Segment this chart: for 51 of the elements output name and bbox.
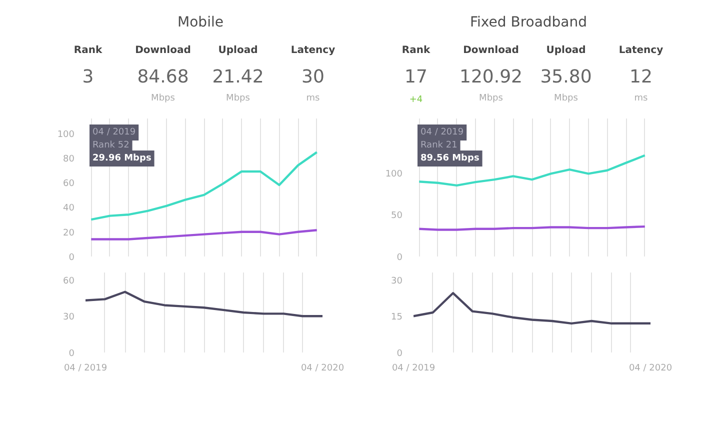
text: ms: [306, 94, 320, 104]
text: +4: [409, 95, 423, 105]
x-tick-label: 04 / 2019: [392, 364, 436, 374]
text: ms: [634, 94, 648, 104]
data-label: 17: [404, 66, 428, 88]
y-tick-label: 60: [63, 276, 75, 286]
category-label: Latency: [618, 45, 664, 56]
y-tick-label: 15: [391, 312, 402, 323]
text: Mbps: [479, 94, 503, 104]
y-tick-label: 100: [385, 169, 403, 180]
line-series: [86, 290, 322, 318]
line-series: [90, 229, 318, 240]
data-label: 3: [82, 66, 94, 88]
category-label: Rank: [74, 45, 102, 56]
text: Mbps: [554, 94, 578, 104]
line-series: [414, 292, 650, 325]
y-tick-label: 40: [63, 204, 75, 214]
text: Mbps: [151, 94, 175, 104]
category-label: Download: [135, 45, 191, 56]
y-tick-label: 0: [396, 253, 403, 263]
data-label: 21.42: [212, 66, 264, 88]
x-tick-label: 04 / 2020: [300, 364, 344, 374]
y-tick-label: 50: [391, 211, 403, 222]
category-label: Upload: [546, 45, 586, 56]
text: Mobile: [178, 14, 224, 30]
category-label: Rank: [402, 45, 430, 56]
y-tick-label: 0: [68, 253, 75, 263]
y-tick-label: 0: [396, 349, 403, 359]
category-label: Upload: [218, 45, 258, 56]
data-label: 35.80: [540, 66, 592, 88]
category-label: Download: [463, 45, 519, 56]
data-label: 120.92: [460, 66, 522, 88]
y-tick-label: 30: [391, 276, 403, 286]
data-label: 84.68: [137, 66, 189, 88]
y-tick-label: 80: [63, 154, 75, 164]
x-tick-label: 04 / 2020: [628, 364, 672, 374]
y-tick-label: 30: [63, 312, 75, 323]
data-label: 12: [630, 66, 652, 88]
line-series: [418, 154, 646, 187]
text: Fixed Broadband: [470, 14, 588, 30]
y-tick-label: 0: [68, 349, 75, 359]
line-series: [90, 151, 318, 221]
annotation: 04 / 2019 Rank 52 29.96 Mbps: [92, 128, 152, 164]
category-label: Latency: [290, 45, 336, 56]
y-tick-label: 100: [57, 130, 75, 140]
annotation: 04 / 2019 Rank 21 89.56 Mbps: [420, 128, 480, 164]
y-tick-label: 60: [63, 179, 75, 190]
y-tick-label: 20: [63, 228, 75, 238]
text: Mbps: [226, 94, 250, 104]
data-label: 30: [302, 66, 324, 88]
x-tick-label: 04 / 2019: [64, 364, 108, 374]
